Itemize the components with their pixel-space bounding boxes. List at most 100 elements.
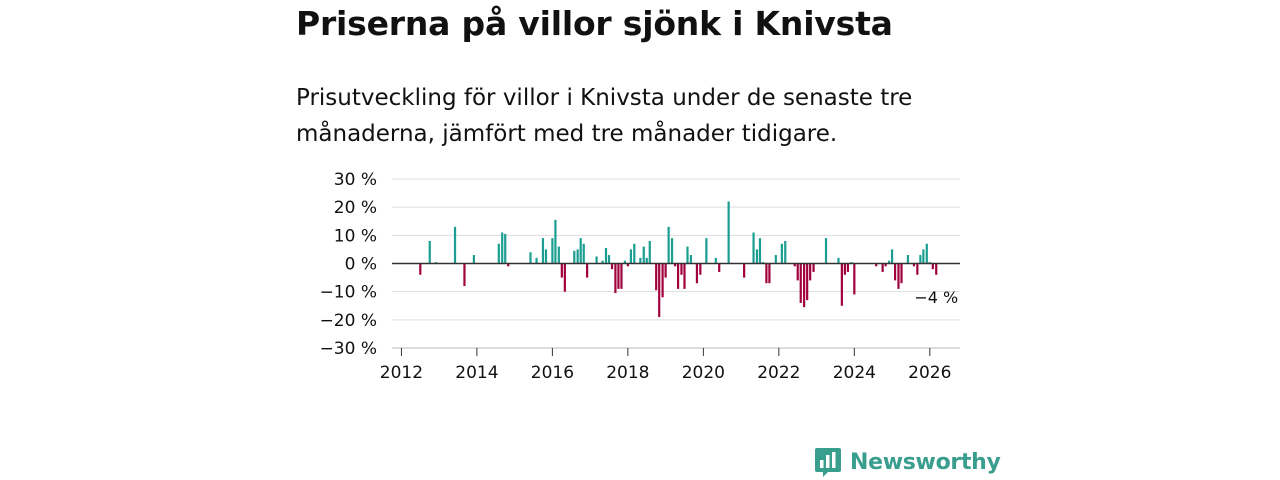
- bar: [768, 263, 771, 284]
- bar: [664, 263, 667, 278]
- bar: [887, 260, 891, 264]
- y-tick-label: 0 %: [345, 255, 377, 275]
- bar: [507, 263, 510, 267]
- bar: [610, 263, 614, 270]
- x-tick-label: 2016: [531, 363, 574, 383]
- bar: [705, 238, 708, 264]
- last-value-label: −4 %: [914, 288, 958, 307]
- bar: [623, 260, 626, 264]
- bar: [667, 226, 670, 264]
- bar: [586, 263, 589, 278]
- bar: [846, 263, 850, 272]
- bar: [881, 263, 884, 272]
- bar: [529, 252, 532, 264]
- bar: [796, 263, 799, 281]
- bar: [642, 246, 645, 264]
- chart-subtitle: Prisutveckling för villor i Knivsta unde…: [296, 85, 913, 147]
- bar: [629, 249, 632, 264]
- bar: [560, 263, 563, 278]
- bar: [463, 263, 466, 287]
- bar: [765, 263, 768, 284]
- bar: [853, 263, 856, 295]
- bar: [554, 219, 557, 264]
- bar: [648, 240, 651, 264]
- bar: [683, 263, 686, 289]
- bar: [680, 263, 683, 275]
- x-axis: 2012 2014 2016 2018 2020 2022 2024 2026: [380, 347, 960, 383]
- bar: [689, 255, 693, 264]
- bar: [758, 238, 762, 264]
- bar: [837, 257, 840, 264]
- bar: [925, 243, 928, 264]
- bar: [743, 263, 746, 278]
- y-tick-label: −10 %: [320, 283, 377, 303]
- bar: [501, 232, 504, 264]
- y-tick-label: −30 %: [320, 339, 377, 359]
- bar: [900, 263, 903, 284]
- bar: [645, 257, 648, 264]
- bar: [504, 233, 507, 264]
- chart: 30 %20 %10 %0 %−10 %−20 %−30 % 2012 2014 2…: [320, 170, 960, 383]
- bar: [718, 263, 721, 272]
- bar: [428, 240, 431, 264]
- bar: [699, 263, 702, 275]
- x-tick-label: 2012: [380, 363, 423, 383]
- bar: [633, 243, 636, 264]
- x-tick-label: 2022: [757, 363, 800, 383]
- bar: [875, 263, 878, 267]
- x-tick-label: 2014: [455, 363, 498, 383]
- bar: [595, 256, 598, 264]
- bar: [541, 238, 545, 264]
- bar: [727, 201, 730, 264]
- bar: [658, 263, 661, 318]
- bar: [906, 255, 910, 264]
- bar: [809, 263, 812, 281]
- bar: [912, 263, 916, 267]
- x-tick-label: 2018: [606, 363, 649, 383]
- bar: [893, 263, 897, 281]
- y-tick-label: 20 %: [334, 198, 377, 218]
- bar: [686, 246, 689, 264]
- bar: [935, 263, 938, 275]
- x-tick-label: 2020: [682, 363, 725, 383]
- bar: [824, 238, 828, 264]
- bar: [626, 263, 629, 267]
- bar: [843, 263, 846, 275]
- bar: [617, 263, 620, 289]
- bar: [601, 260, 604, 264]
- bar: [799, 263, 802, 303]
- bar: [579, 238, 582, 264]
- bar: [639, 257, 642, 264]
- bar: [890, 249, 894, 264]
- bar: [497, 243, 500, 264]
- bar: [714, 257, 717, 264]
- bar: [661, 263, 664, 298]
- brand-name: Newsworthy: [850, 449, 1001, 475]
- y-tick-label: −20 %: [320, 311, 377, 331]
- newsworthy-logo: Newsworthy: [814, 446, 1001, 478]
- bar: [655, 263, 658, 291]
- bar: [884, 263, 887, 267]
- bar: [806, 263, 809, 301]
- bar: [614, 263, 617, 294]
- bar: [551, 238, 554, 264]
- bar: [670, 238, 674, 264]
- bar: [535, 257, 538, 264]
- bar: [544, 249, 548, 264]
- bar: [897, 263, 900, 289]
- bar: [472, 255, 475, 264]
- bar: [755, 249, 759, 264]
- chart-title: Priserna på villor sjönk i Knivsta: [296, 4, 893, 43]
- bar: [784, 240, 787, 264]
- bar: [563, 263, 566, 292]
- x-tick-label: 2024: [833, 363, 876, 383]
- bar: [916, 263, 919, 275]
- bar: [752, 232, 755, 264]
- y-tick-label: 10 %: [334, 226, 377, 246]
- bar: [793, 263, 796, 267]
- bar: [803, 263, 806, 308]
- bar: [840, 263, 843, 306]
- bar: [812, 263, 815, 272]
- bar: [607, 255, 611, 264]
- x-tick-label: 2026: [908, 363, 951, 383]
